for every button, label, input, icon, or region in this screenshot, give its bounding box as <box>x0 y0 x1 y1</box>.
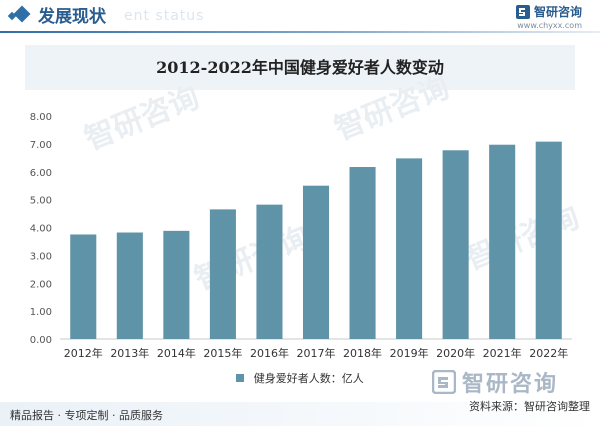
x-tick-label: 2019年 <box>390 346 429 360</box>
y-tick-label: 7.00 <box>30 140 52 151</box>
brand-url: www.chyxx.com <box>517 21 582 30</box>
x-tick-label: 2012年 <box>64 346 103 360</box>
x-tick-label: 2017年 <box>297 346 336 360</box>
x-tick-label: 2018年 <box>343 346 382 360</box>
bar <box>349 167 376 339</box>
header-bar: 发展现状 ent status <box>0 0 600 36</box>
x-tick-label: 2021年 <box>483 346 522 360</box>
x-tick-label: 2016年 <box>250 346 289 360</box>
bar <box>256 204 283 339</box>
x-tick-label: 2015年 <box>203 346 242 360</box>
source-note: 资料来源：智研咨询整理 <box>469 400 590 413</box>
y-tick-label: 6.00 <box>30 168 52 179</box>
brand-logo-icon <box>432 370 456 394</box>
chart-legend: 健身爱好者人数：亿人 <box>0 370 600 386</box>
footer-bar <box>0 402 600 426</box>
legend-label: 健身爱好者人数：亿人 <box>253 372 364 385</box>
bar <box>163 230 190 339</box>
legend-swatch <box>236 374 245 382</box>
bar <box>396 158 423 339</box>
bottom-logo-text: 智研咨询 <box>462 372 559 397</box>
bottom-logo: 智研咨询 <box>432 366 558 398</box>
x-tick-label: 2014年 <box>157 346 196 360</box>
y-tick-label: 5.00 <box>30 196 52 207</box>
chart-title: 2012-2022年中国健身爱好者人数变动 <box>156 58 444 77</box>
watermark-text: 智研咨询 <box>190 220 314 297</box>
watermark-text: 智研咨询 <box>330 70 454 147</box>
y-tick-label: 4.00 <box>30 224 52 235</box>
bar <box>116 232 143 339</box>
x-tick-label: 2020年 <box>436 346 475 360</box>
bar <box>70 234 97 339</box>
chart-title-band: 2012-2022年中国健身爱好者人数变动 <box>25 45 575 90</box>
watermark-text: 智研咨询 <box>80 80 204 157</box>
brand-name: 智研咨询 <box>533 5 582 19</box>
x-tick-label: 2022年 <box>529 346 568 360</box>
y-tick-label: 8.00 <box>30 112 52 123</box>
y-tick-label: 1.00 <box>30 307 52 318</box>
bar <box>209 209 236 339</box>
bar <box>442 150 469 339</box>
brand-block: 智研咨询 www.chyxx.com <box>515 3 582 30</box>
watermark-text: 智研咨询 <box>460 200 584 277</box>
y-tick-label: 0.00 <box>30 335 52 346</box>
header-underline <box>0 31 600 33</box>
section-subtitle-en: ent status <box>124 8 205 24</box>
y-tick-label: 2.00 <box>30 279 52 290</box>
brand-logo-icon <box>515 4 530 19</box>
bar <box>302 185 330 339</box>
x-tick-label: 2013年 <box>110 346 149 360</box>
section-title: 发展现状 <box>38 7 106 27</box>
footer-tagline: 精品报告 · 专项定制 · 品质服务 <box>10 409 163 422</box>
y-tick-label: 3.00 <box>30 251 52 262</box>
bar <box>535 141 562 339</box>
bar <box>489 144 516 339</box>
